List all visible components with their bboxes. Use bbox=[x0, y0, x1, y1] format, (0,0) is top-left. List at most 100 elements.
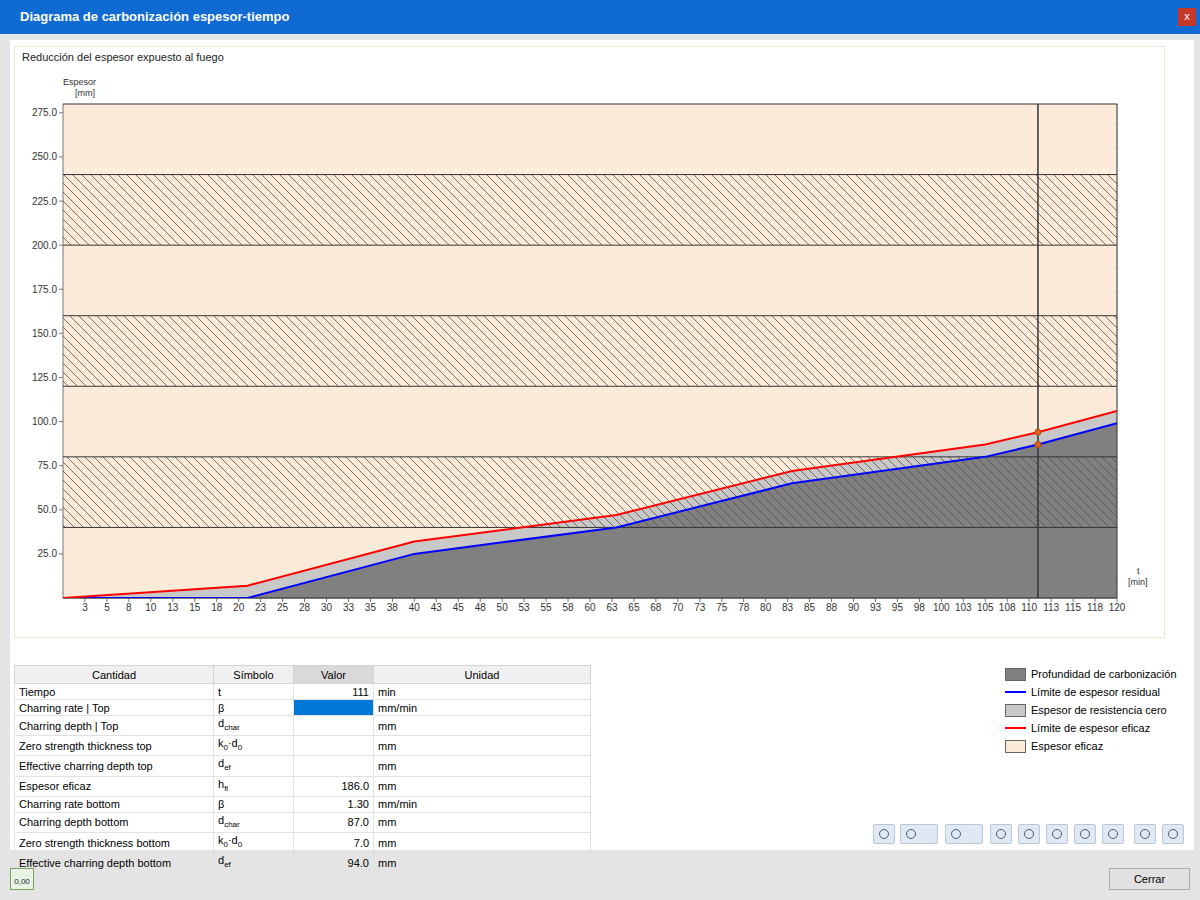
svg-text:25.0: 25.0 bbox=[38, 548, 58, 559]
svg-text:60: 60 bbox=[584, 602, 596, 613]
svg-text:88: 88 bbox=[826, 602, 838, 613]
html-text:def: def bbox=[218, 757, 231, 773]
svg-text:38: 38 bbox=[387, 602, 399, 613]
svg-text:63: 63 bbox=[606, 602, 618, 613]
html-text:Símbolo: Símbolo bbox=[233, 668, 274, 681]
svg-text:33: 33 bbox=[343, 602, 355, 613]
html-text:7.0: 7.0 bbox=[353, 836, 369, 849]
html-text:Effective charring depth botto: Effective charring depth bottom bbox=[19, 856, 172, 869]
svg-text:108: 108 bbox=[999, 602, 1016, 613]
svg-text:70: 70 bbox=[672, 602, 684, 613]
html-text:87.0: 87.0 bbox=[347, 816, 369, 829]
html-text:Zero strength thickness bottom: Zero strength thickness bottom bbox=[19, 836, 170, 849]
html-text:mm: mm bbox=[378, 816, 397, 829]
html-text:Cantidad: Cantidad bbox=[92, 668, 136, 681]
svg-text:98: 98 bbox=[914, 602, 926, 613]
html-text:mm: mm bbox=[378, 739, 397, 752]
html-text:Charring rate bottom: Charring rate bottom bbox=[19, 798, 120, 811]
svg-text:18: 18 bbox=[211, 602, 223, 613]
html-text:94.0: 94.0 bbox=[347, 856, 369, 869]
html-text:mm: mm bbox=[378, 760, 397, 772]
svg-text:58: 58 bbox=[562, 602, 574, 613]
html-text:Charring depth | Top: Charring depth | Top bbox=[19, 719, 119, 732]
svg-text:250.0: 250.0 bbox=[32, 151, 57, 162]
html-text:mm: mm bbox=[378, 836, 397, 849]
svg-text:100: 100 bbox=[933, 602, 950, 613]
html-text:Tiempo: Tiempo bbox=[19, 685, 56, 698]
svg-text:225.0: 225.0 bbox=[32, 196, 57, 207]
svg-text:150.0: 150.0 bbox=[32, 328, 57, 339]
svg-text:53: 53 bbox=[519, 602, 531, 613]
html-text:mm/min: mm/min bbox=[378, 798, 418, 811]
html-text:Reducción del espesor expuesto: Reducción del espesor expuesto al fuego bbox=[22, 51, 224, 63]
html-text:k0·d0: k0·d0 bbox=[218, 737, 243, 753]
html-text:Valor: Valor bbox=[321, 668, 346, 681]
html-text:mm: mm bbox=[378, 856, 397, 869]
html-text:Effective charring depth top: Effective charring depth top bbox=[19, 760, 153, 772]
svg-text:95: 95 bbox=[892, 602, 904, 613]
html-text:k0·d0: k0·d0 bbox=[218, 833, 243, 850]
html-text:def: def bbox=[218, 854, 231, 870]
svg-text:113: 113 bbox=[1043, 602, 1059, 613]
html-text:Zero strength thickness top: Zero strength thickness top bbox=[19, 739, 152, 752]
svg-text:50.0: 50.0 bbox=[38, 504, 58, 515]
svg-text:118: 118 bbox=[1087, 602, 1103, 613]
svg-text:200.0: 200.0 bbox=[32, 240, 57, 251]
svg-text:110: 110 bbox=[1021, 602, 1037, 613]
svg-text:78: 78 bbox=[738, 602, 750, 613]
svg-text:43: 43 bbox=[431, 602, 443, 613]
svg-text:75: 75 bbox=[716, 602, 728, 613]
svg-text:275.0: 275.0 bbox=[32, 107, 57, 118]
svg-text:55: 55 bbox=[541, 602, 553, 613]
svg-text:15: 15 bbox=[189, 602, 201, 613]
svg-text:100.0: 100.0 bbox=[32, 416, 57, 427]
html-text:Unidad: Unidad bbox=[464, 668, 500, 681]
svg-text:85: 85 bbox=[804, 602, 816, 613]
html-text:Charring depth bottom: Charring depth bottom bbox=[19, 816, 129, 829]
svg-text:80: 80 bbox=[760, 602, 772, 613]
svg-text:175.0: 175.0 bbox=[32, 284, 57, 295]
svg-text:68: 68 bbox=[650, 602, 662, 613]
svg-text:20: 20 bbox=[233, 602, 245, 613]
html-text:Espesor eficaz: Espesor eficaz bbox=[19, 780, 92, 793]
svg-text:8: 8 bbox=[126, 602, 132, 613]
html-text:Charring rate | Top: Charring rate | Top bbox=[19, 701, 110, 714]
svg-text:28: 28 bbox=[299, 602, 311, 613]
svg-text:23: 23 bbox=[255, 602, 267, 613]
svg-text:125.0: 125.0 bbox=[32, 372, 57, 383]
svg-text:50: 50 bbox=[497, 602, 509, 613]
svg-text:25: 25 bbox=[277, 602, 289, 613]
svg-text:83: 83 bbox=[782, 602, 794, 613]
html-text:dchar: dchar bbox=[218, 717, 240, 733]
svg-text:73: 73 bbox=[694, 602, 706, 613]
html-text:Espesor de resistencia cero: Espesor de resistencia cero bbox=[1031, 704, 1167, 716]
svg-text:65: 65 bbox=[628, 602, 640, 613]
html-text:186.0: 186.0 bbox=[341, 780, 369, 793]
svg-text:13: 13 bbox=[167, 602, 179, 613]
html-text:1.30: 1.30 bbox=[347, 798, 369, 811]
svg-text:75.0: 75.0 bbox=[38, 460, 58, 471]
svg-text:120: 120 bbox=[1109, 602, 1126, 613]
svg-text:90: 90 bbox=[848, 602, 860, 613]
html-text:Diagrama de carbonización espe: Diagrama de carbonización espesor-tiempo bbox=[20, 9, 290, 24]
svg-text:103: 103 bbox=[955, 602, 972, 613]
svg-text:105: 105 bbox=[977, 602, 994, 613]
html-text:mm: mm bbox=[378, 719, 397, 732]
svg-text:93: 93 bbox=[870, 602, 882, 613]
svg-text:48: 48 bbox=[475, 602, 487, 613]
svg-text:5: 5 bbox=[104, 602, 110, 613]
svg-text:3: 3 bbox=[82, 602, 88, 613]
svg-text:10: 10 bbox=[145, 602, 157, 613]
html-text:min: min bbox=[378, 685, 396, 698]
svg-text:115: 115 bbox=[1065, 602, 1081, 613]
html-text:mm: mm bbox=[378, 780, 397, 793]
svg-text:45: 45 bbox=[453, 602, 465, 613]
html-text:Límite de espesor residual: Límite de espesor residual bbox=[1031, 686, 1160, 698]
html-text:111: 111 bbox=[352, 685, 369, 698]
svg-text:35: 35 bbox=[365, 602, 377, 613]
svg-text:30: 30 bbox=[321, 602, 333, 613]
html-text:dchar: dchar bbox=[218, 813, 240, 829]
html-text:mm/min: mm/min bbox=[378, 701, 418, 714]
html-text:Profundidad de carbonización: Profundidad de carbonización bbox=[1031, 668, 1177, 680]
svg-text:40: 40 bbox=[409, 602, 421, 613]
